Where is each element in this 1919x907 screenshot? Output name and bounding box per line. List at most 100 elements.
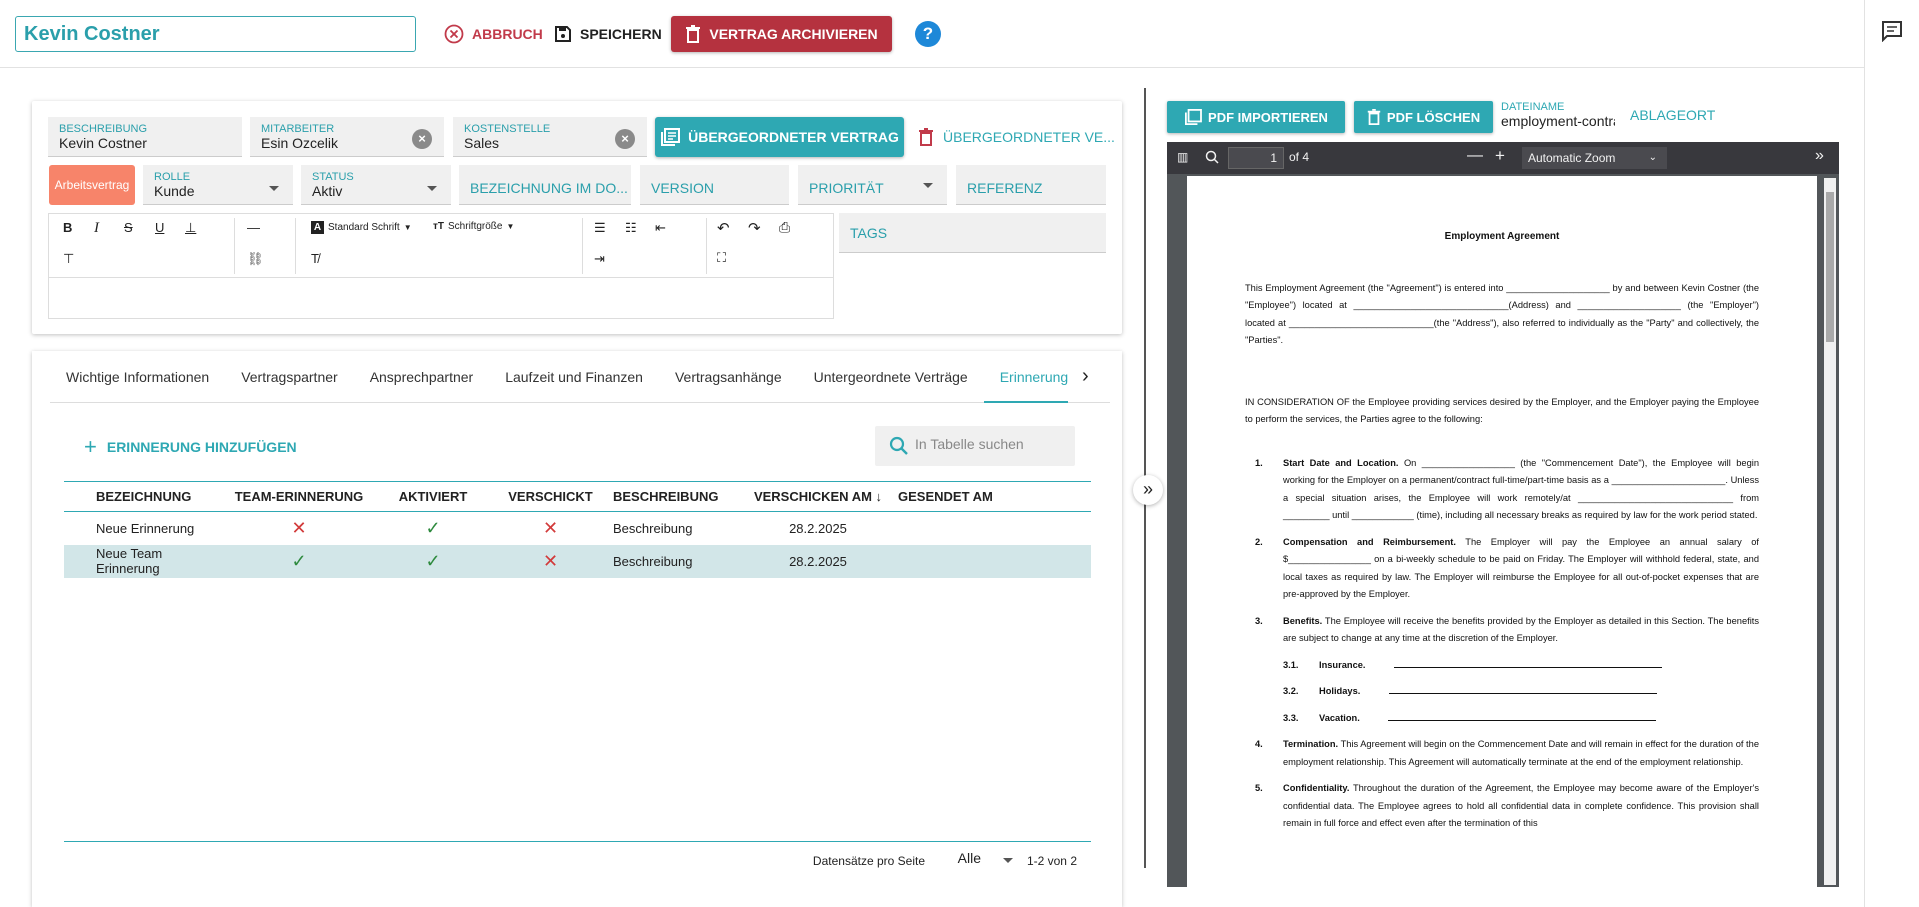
search-input[interactable] (915, 436, 1065, 452)
col-verschickt[interactable]: VERSCHICKT (508, 489, 593, 504)
search-icon[interactable] (1205, 150, 1219, 164)
col-gesendet-am[interactable]: GESENDET AM (898, 489, 993, 504)
remove-parent-contract-button[interactable]: ÜBERGEORDNETER VE... (919, 117, 1115, 157)
zoom-in-icon[interactable]: + (1495, 146, 1505, 165)
zoom-out-icon[interactable]: — (1467, 147, 1483, 164)
status-select[interactable]: STATUS Aktiv (301, 165, 451, 205)
pdf-item-number: 1. (1255, 457, 1263, 468)
toolbar-divider (295, 218, 296, 274)
pdf-item-text: Throughout the duration of the Agreement… (1283, 783, 1759, 828)
remove-parent-contract-label: ÜBERGEORDNETER VE... (943, 129, 1115, 145)
kostenstelle-field[interactable]: KOSTENSTELLE Sales × (453, 117, 647, 157)
font-family-label: Standard Schrift (328, 222, 400, 233)
tab-ansprechpartner[interactable]: Ansprechpartner (369, 369, 474, 385)
tab-untergeordnete-vertraege[interactable]: Untergeordnete Verträge (813, 369, 968, 385)
bold-icon[interactable]: B (63, 220, 73, 235)
col-team-erinnerung[interactable]: TEAM-ERINNERUNG (234, 489, 364, 504)
beschreibung-value: Kevin Costner (59, 135, 147, 151)
tab-vertragspartner[interactable]: Vertragspartner (241, 369, 338, 385)
kostenstelle-value: Sales (464, 135, 500, 151)
active-cell: ✓ (378, 545, 488, 578)
outdent-icon[interactable]: ⇤ (655, 220, 666, 235)
plus-icon: + (84, 434, 97, 459)
mitarbeiter-value: Esin Ozcelik (261, 135, 339, 151)
superscript-icon[interactable]: ⊤ (63, 251, 75, 266)
parent-contract-button[interactable]: ÜBERGEORDNETER VERTRAG (655, 117, 904, 157)
archive-contract-button[interactable]: VERTRAG ARCHIVIEREN (671, 16, 892, 52)
parent-contract-label: ÜBERGEORDNETER VERTRAG (688, 129, 899, 145)
rolle-select[interactable]: ROLLE Kunde (143, 165, 293, 205)
zoom-value: Automatic Zoom (1528, 151, 1616, 165)
tab-vertragsanhaenge[interactable]: Vertragsanhänge (674, 369, 782, 385)
storage-location-button[interactable]: ABLAGEORT (1630, 107, 1716, 123)
bullet-list-icon[interactable]: ☰ (594, 220, 606, 235)
referenz-field[interactable]: REFERENZ (956, 165, 1106, 205)
reminder-sent-date (898, 545, 1091, 578)
pdf-item-text: The Employee will receive the benefits p… (1283, 615, 1759, 644)
save-button[interactable]: SPEICHERN (554, 16, 662, 52)
version-field[interactable]: VERSION (640, 165, 789, 205)
clear-mitarbeiter-icon[interactable]: × (412, 129, 432, 149)
clear-format-icon[interactable]: T̸ (311, 251, 319, 266)
editor-toolbar: B I S U ⊥ ⊤ — ⛓ A Standard Schrift ▼ тT … (49, 214, 833, 278)
bezeichnung-field[interactable]: BEZEICHNUNG IM DO... (459, 165, 631, 205)
pdf-scrollbar-thumb[interactable] (1826, 192, 1834, 342)
undo-icon[interactable]: ↶ (717, 220, 730, 237)
delete-pdf-button[interactable]: PDF LÖSCHEN (1354, 101, 1493, 133)
sent-cell: ✕ (488, 545, 613, 578)
table-row[interactable]: Neue Erinnerung ✕ ✓ ✕ Beschreibung 28.2.… (64, 512, 1091, 545)
sidebar-toggle-icon[interactable]: ▥ (1177, 150, 1189, 164)
mitarbeiter-field[interactable]: MITARBEITER Esin Ozcelik × (250, 117, 444, 157)
subscript-icon[interactable]: ⊥ (185, 220, 197, 235)
redo-icon[interactable]: ↷ (748, 220, 761, 237)
page-number-input[interactable]: 1 (1228, 147, 1284, 169)
clear-kostenstelle-icon[interactable]: × (615, 129, 635, 149)
chevron-right-icon[interactable]: › (1082, 365, 1089, 387)
referenz-placeholder: REFERENZ (967, 180, 1043, 196)
help-icon[interactable]: ? (915, 21, 941, 47)
chevron-down-icon[interactable] (1003, 858, 1013, 863)
col-verschicken-am[interactable]: VERSCHICKEN AM ↓ (738, 482, 898, 512)
numbered-list-icon[interactable]: ☷ (625, 220, 637, 235)
rows-per-page-select[interactable]: Alle (957, 850, 981, 866)
tab-erinnerungen[interactable]: Erinnerungen (983, 351, 1068, 403)
horizontal-rule-icon[interactable]: — (247, 220, 260, 235)
tab-wichtige-informationen[interactable]: Wichtige Informationen (66, 369, 210, 385)
archive-label: VERTRAG ARCHIVIEREN (709, 26, 878, 42)
import-pdf-button[interactable]: PDF IMPORTIEREN (1167, 101, 1345, 133)
font-family-dropdown[interactable]: A Standard Schrift ▼ (311, 221, 412, 234)
print-icon[interactable]: ⎙ (779, 219, 791, 235)
font-size-dropdown[interactable]: тT Schriftgröße ▼ (433, 221, 514, 232)
underline-icon[interactable]: U (155, 220, 165, 235)
tab-laufzeit-und-finanzen[interactable]: Laufzeit und Finanzen (505, 369, 643, 385)
indent-icon[interactable]: ⇥ (594, 251, 605, 266)
strikethrough-icon[interactable]: S (124, 220, 133, 235)
sort-arrow-icon: ↓ (875, 489, 883, 504)
italic-icon[interactable]: I (94, 220, 99, 236)
pdf-item-heading: Confidentiality. (1283, 783, 1350, 793)
pdf-subitem-number: 3.2. (1283, 686, 1299, 696)
contract-type-chip[interactable]: Arbeitsvertrag (49, 165, 135, 205)
prioritaet-select[interactable]: PRIORITÄT (798, 165, 947, 205)
link-icon[interactable]: ⛓ (247, 251, 264, 266)
col-beschreibung[interactable]: BESCHREIBUNG (613, 489, 719, 504)
status-value: Aktiv (312, 183, 343, 199)
pdf-item-heading: Compensation and Reimbursement. (1283, 536, 1456, 547)
filename-value[interactable]: employment-contract (1501, 113, 1615, 129)
tags-field[interactable]: TAGS (839, 213, 1106, 253)
zoom-select[interactable]: Automatic Zoom ⌄ (1522, 147, 1667, 169)
table-row[interactable]: Neue Team Erinnerung ✓ ✓ ✕ Beschreibung … (64, 544, 1091, 578)
tools-menu-icon[interactable]: » (1815, 147, 1824, 164)
beschreibung-field[interactable]: BESCHREIBUNG Kevin Costner (48, 117, 242, 157)
add-reminder-button[interactable]: + ERINNERUNG HINZUFÜGEN (84, 434, 297, 460)
contract-title-input[interactable]: Kevin Costner (15, 16, 416, 52)
comment-icon[interactable] (1881, 20, 1903, 42)
pdf-scrollbar[interactable] (1824, 178, 1836, 885)
col-aktiviert[interactable]: AKTIVIERT (398, 489, 468, 504)
check-icon: ✓ (291, 550, 307, 571)
col-bezeichnung[interactable]: BEZEICHNUNG (96, 489, 192, 504)
fullscreen-icon[interactable]: ⛶ (717, 250, 727, 265)
editor-content-area[interactable] (49, 278, 833, 318)
collapse-panel-icon[interactable]: » (1133, 475, 1163, 505)
cancel-button[interactable]: ABBRUCH (444, 16, 543, 52)
